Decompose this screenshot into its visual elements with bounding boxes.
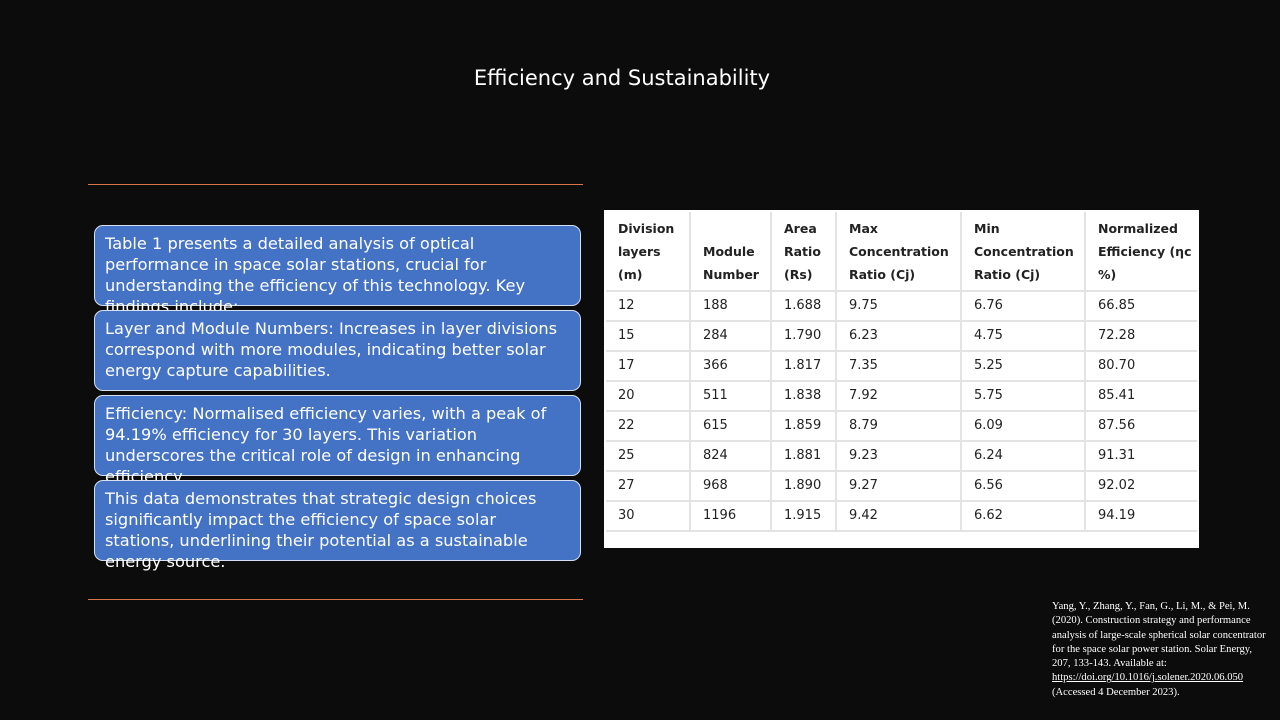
table-cell: 5.25 bbox=[960, 350, 1086, 382]
table-cell: 1.817 bbox=[770, 350, 837, 382]
table-cell: 615 bbox=[689, 410, 772, 442]
table-cell: 22 bbox=[606, 410, 691, 442]
summary-box-intro: Table 1 presents a detailed analysis of … bbox=[94, 225, 581, 316]
table-row: 15 284 1.790 6.23 4.75 72.28 bbox=[606, 320, 1197, 352]
table-cell: 66.85 bbox=[1084, 290, 1197, 322]
table-cell: 6.23 bbox=[835, 320, 962, 352]
table-cell: 1.881 bbox=[770, 440, 837, 472]
table-header-cell: Area Ratio (Rs) bbox=[770, 212, 837, 292]
table-cell: 80.70 bbox=[1084, 350, 1197, 382]
table-row: 17 366 1.817 7.35 5.25 80.70 bbox=[606, 350, 1197, 382]
table-cell: 9.23 bbox=[835, 440, 962, 472]
table-cell: 8.79 bbox=[835, 410, 962, 442]
table-cell: 30 bbox=[606, 500, 691, 532]
reference-citation: Yang, Y., Zhang, Y., Fan, G., Li, M., & … bbox=[1052, 600, 1272, 700]
table-cell: 15 bbox=[606, 320, 691, 352]
table-cell: 5.75 bbox=[960, 380, 1086, 412]
table-cell: 1.915 bbox=[770, 500, 837, 532]
table-cell: 91.31 bbox=[1084, 440, 1197, 472]
table-cell: 6.76 bbox=[960, 290, 1086, 322]
table-cell: 1.890 bbox=[770, 470, 837, 502]
table-row: 27 968 1.890 9.27 6.56 92.02 bbox=[606, 470, 1197, 502]
table-cell: 9.42 bbox=[835, 500, 962, 532]
table-cell: 7.92 bbox=[835, 380, 962, 412]
summary-box-conclusion: This data demonstrates that strategic de… bbox=[94, 480, 581, 571]
reference-text: Yang, Y., Zhang, Y., Fan, G., Li, M., & … bbox=[1052, 601, 1266, 670]
table-cell: 968 bbox=[689, 470, 772, 502]
table-cell: 188 bbox=[689, 290, 772, 322]
table-cell: 25 bbox=[606, 440, 691, 472]
table-header-cell: Division layers (m) bbox=[606, 212, 691, 292]
table-header-cell: Normalized Efficiency (ηc %) bbox=[1084, 212, 1197, 292]
divider-bottom bbox=[88, 599, 583, 600]
summary-box-layers: Layer and Module Numbers: Increases in l… bbox=[94, 310, 581, 391]
table-header-cell: Module Number bbox=[689, 212, 772, 292]
table-cell: 1.790 bbox=[770, 320, 837, 352]
divider-top bbox=[88, 184, 583, 185]
table-cell: 1.688 bbox=[770, 290, 837, 322]
table-cell: 284 bbox=[689, 320, 772, 352]
table-cell: 92.02 bbox=[1084, 470, 1197, 502]
table-cell: 9.75 bbox=[835, 290, 962, 322]
table-row: 12 188 1.688 9.75 6.76 66.85 bbox=[606, 290, 1197, 322]
reference-accessed: (Accessed 4 December 2023). bbox=[1052, 686, 1180, 698]
table-cell: 27 bbox=[606, 470, 691, 502]
table-cell: 1.838 bbox=[770, 380, 837, 412]
table-cell: 20 bbox=[606, 380, 691, 412]
table-cell: 1.859 bbox=[770, 410, 837, 442]
table-cell: 7.35 bbox=[835, 350, 962, 382]
table-cell: 6.62 bbox=[960, 500, 1086, 532]
table-cell: 511 bbox=[689, 380, 772, 412]
optical-performance-table: Division layers (m) Module Number Area R… bbox=[604, 210, 1199, 548]
table-cell: 9.27 bbox=[835, 470, 962, 502]
table-cell: 824 bbox=[689, 440, 772, 472]
table-header-row: Division layers (m) Module Number Area R… bbox=[606, 212, 1197, 292]
summary-box-efficiency: Efficiency: Normalised efficiency varies… bbox=[94, 395, 581, 486]
table-cell: 1196 bbox=[689, 500, 772, 532]
table-cell: 6.09 bbox=[960, 410, 1086, 442]
table-cell: 4.75 bbox=[960, 320, 1086, 352]
table-cell: 87.56 bbox=[1084, 410, 1197, 442]
table-row: 22 615 1.859 8.79 6.09 87.56 bbox=[606, 410, 1197, 442]
table-row: 30 1196 1.915 9.42 6.62 94.19 bbox=[606, 500, 1197, 532]
table-cell: 6.56 bbox=[960, 470, 1086, 502]
table-cell: 366 bbox=[689, 350, 772, 382]
table-row: 20 511 1.838 7.92 5.75 85.41 bbox=[606, 380, 1197, 412]
reference-doi-link[interactable]: https://doi.org/10.1016/j.solener.2020.0… bbox=[1052, 672, 1244, 684]
table-cell: 12 bbox=[606, 290, 691, 322]
slide-title: Efficiency and Sustainability bbox=[473, 66, 771, 90]
table-cell: 85.41 bbox=[1084, 380, 1197, 412]
table-cell: 94.19 bbox=[1084, 500, 1197, 532]
table-cell: 6.24 bbox=[960, 440, 1086, 472]
table-row: 25 824 1.881 9.23 6.24 91.31 bbox=[606, 440, 1197, 472]
table-header-cell: Max Concentration Ratio (Cj) bbox=[835, 212, 962, 292]
table-cell: 17 bbox=[606, 350, 691, 382]
table-cell: 72.28 bbox=[1084, 320, 1197, 352]
table-header-cell: Min Concentration Ratio (Cj) bbox=[960, 212, 1086, 292]
